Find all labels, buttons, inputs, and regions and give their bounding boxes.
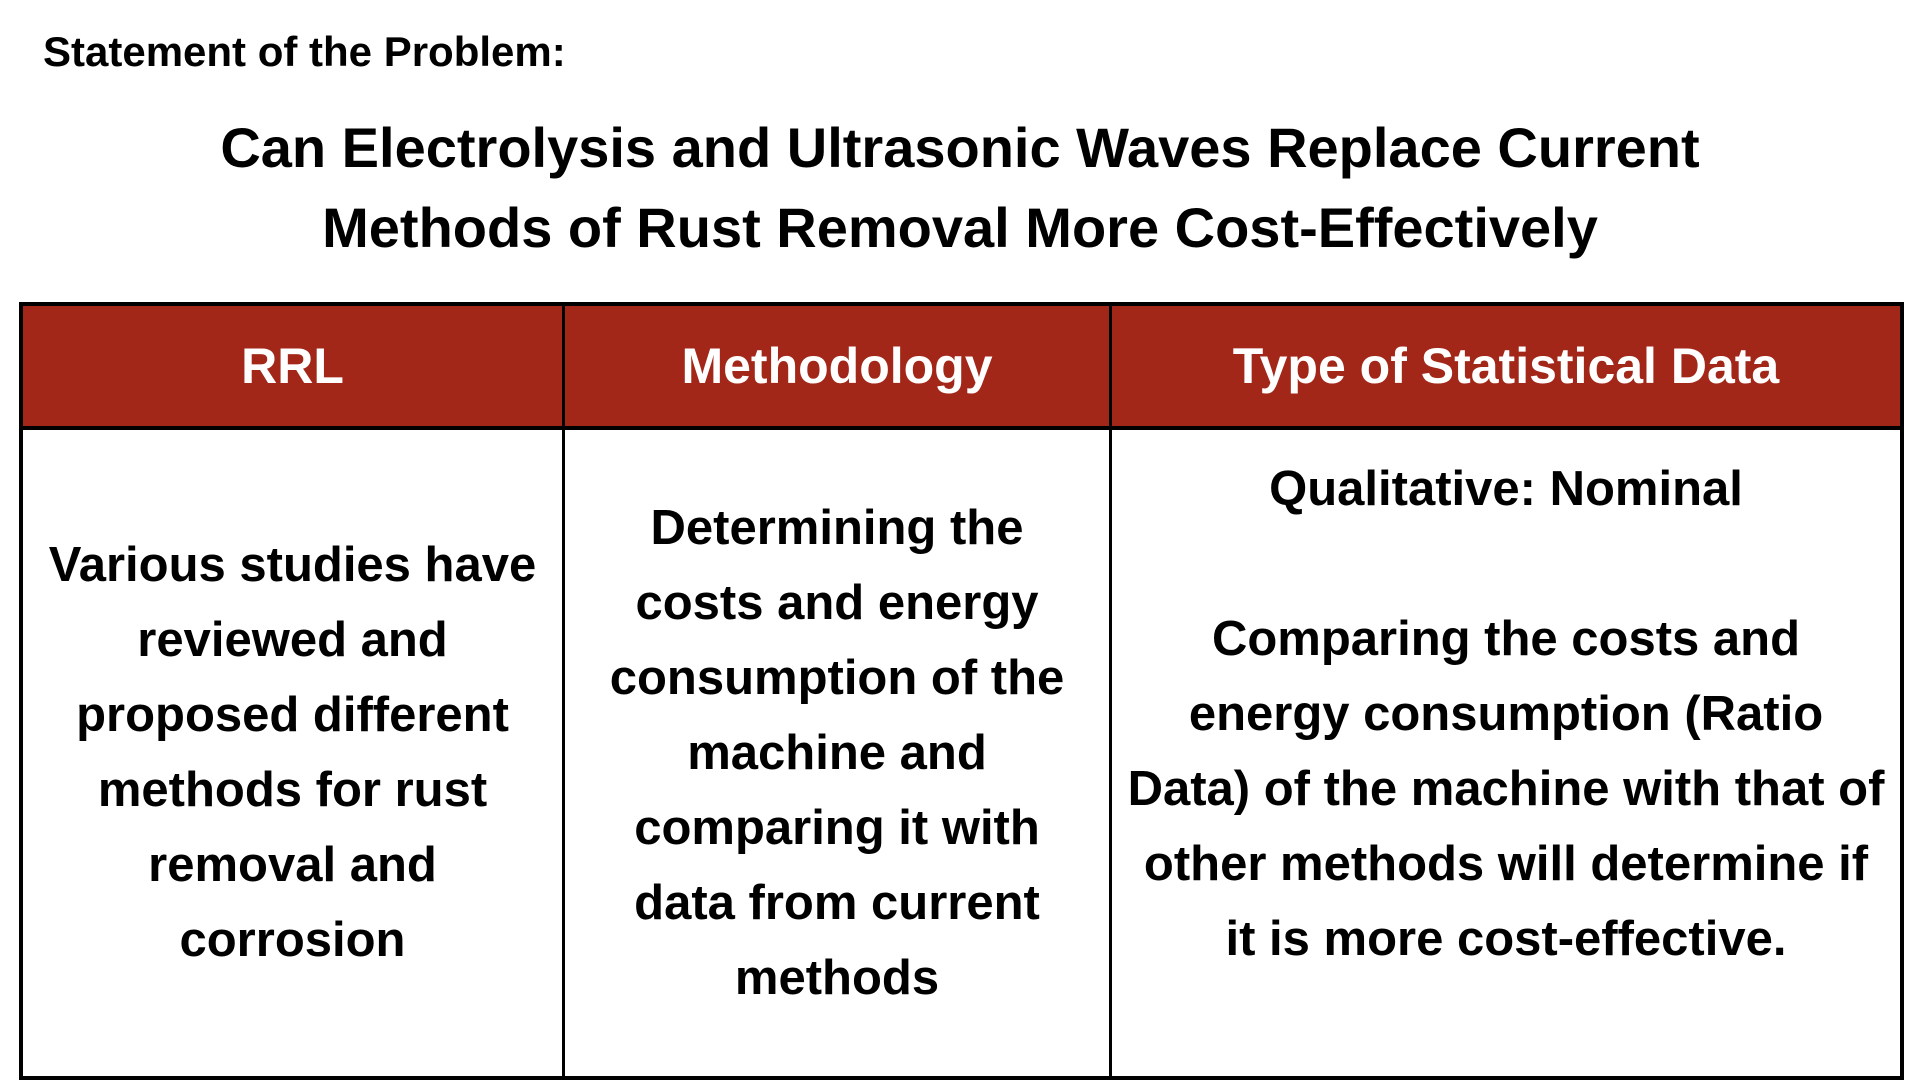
problem-table: RRL Methodology Type of Statistical Data… <box>19 302 1904 1080</box>
data-type-cell: Qualitative: Nominal Comparing the costs… <box>1112 430 1900 1076</box>
column-header-methodology: Methodology <box>565 306 1112 430</box>
statement-label: Statement of the Problem: <box>43 28 566 75</box>
methodology-cell: Determining the costs and energy consump… <box>565 430 1112 1076</box>
page-title-text: Can Electrolysis and Ultrasonic Waves Re… <box>220 116 1700 259</box>
column-header-rrl: RRL <box>23 306 565 430</box>
data-type-heading: Qualitative: Nominal <box>1269 462 1743 516</box>
rrl-text: Various studies have reviewed and propos… <box>48 538 537 967</box>
data-type-text: Comparing the costs and energy consumpti… <box>1127 612 1885 966</box>
column-header-data-type: Type of Statistical Data <box>1112 306 1900 430</box>
rrl-cell: Various studies have reviewed and propos… <box>23 430 565 1076</box>
page-title: Can Electrolysis and Ultrasonic Waves Re… <box>0 108 1920 268</box>
methodology-text: Determining the costs and energy consump… <box>609 500 1065 1005</box>
